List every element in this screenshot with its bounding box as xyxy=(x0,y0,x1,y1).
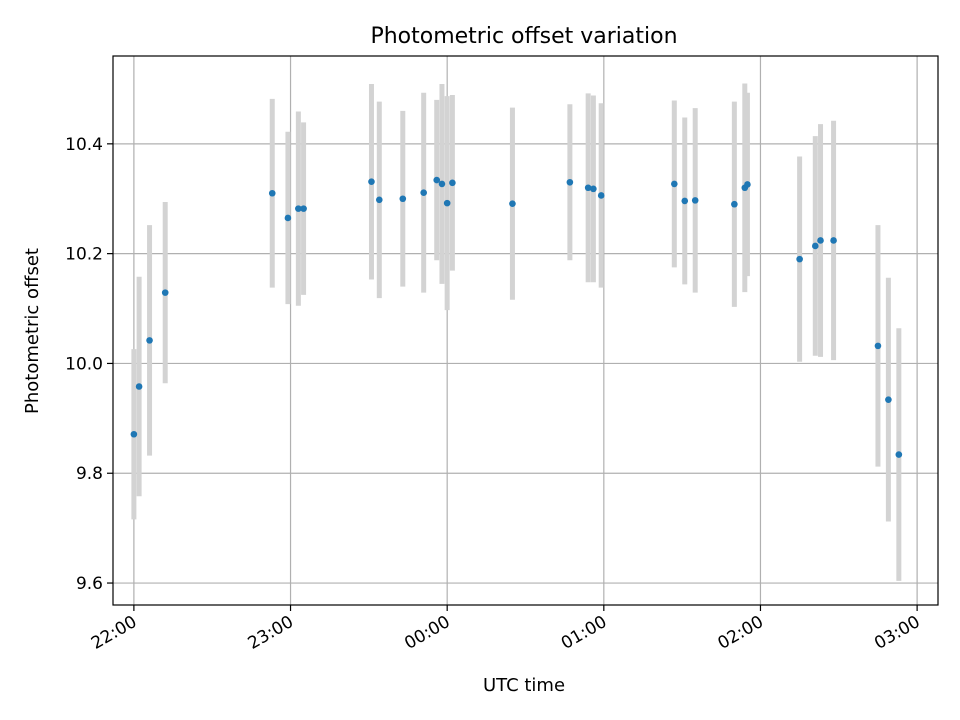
x-tick-label: 22:00 xyxy=(88,612,140,654)
data-point xyxy=(584,184,592,192)
x-tick-label: 01:00 xyxy=(558,612,610,654)
data-point xyxy=(268,189,276,197)
data-point xyxy=(566,178,574,186)
data-point xyxy=(300,205,307,212)
data-point xyxy=(681,197,689,205)
x-tick-label: 02:00 xyxy=(715,612,767,654)
data-point xyxy=(375,196,383,204)
error-bars xyxy=(131,83,902,581)
data-point xyxy=(796,255,803,263)
y-axis-label: Photometric offset xyxy=(22,248,43,414)
x-tick-label: 00:00 xyxy=(401,612,453,654)
data-point xyxy=(130,430,138,438)
data-point xyxy=(597,192,605,199)
data-point xyxy=(433,176,441,184)
data-point xyxy=(811,242,819,250)
y-tick-label: 10.0 xyxy=(65,354,103,374)
data-point xyxy=(671,180,678,188)
data-point xyxy=(146,337,153,344)
plot-frame xyxy=(112,55,939,606)
data-point xyxy=(449,179,456,187)
data-points xyxy=(130,176,903,458)
y-axis: 9.6 9.8 10.0 10.2 10.4 xyxy=(65,135,113,594)
data-point xyxy=(399,195,407,203)
data-point xyxy=(744,181,751,188)
data-point xyxy=(161,289,169,296)
data-point xyxy=(731,200,738,208)
data-point xyxy=(874,342,882,350)
data-point xyxy=(830,237,837,244)
data-point xyxy=(590,185,597,193)
data-point xyxy=(368,178,375,186)
data-point xyxy=(885,396,892,403)
x-tick-label: 23:00 xyxy=(245,612,297,654)
y-tick-label: 10.2 xyxy=(65,245,103,265)
data-point xyxy=(691,197,699,204)
y-tick-label: 10.4 xyxy=(65,135,103,155)
data-point xyxy=(817,237,824,244)
data-point xyxy=(438,180,446,188)
x-tick-label: 03:00 xyxy=(871,612,923,654)
data-point xyxy=(420,189,427,197)
y-tick-label: 9.6 xyxy=(76,574,103,594)
data-point xyxy=(895,451,903,458)
x-axis-label: UTC time xyxy=(483,675,565,696)
data-point xyxy=(509,200,516,207)
y-tick-label: 9.8 xyxy=(76,464,103,484)
data-point xyxy=(443,199,451,207)
x-axis: 22:00 23:00 00:00 01:00 02:00 03:00 xyxy=(88,605,924,654)
data-point xyxy=(135,383,143,390)
data-point xyxy=(284,214,292,222)
data-point xyxy=(295,205,302,212)
chart-title: Photometric offset variation xyxy=(370,24,677,49)
